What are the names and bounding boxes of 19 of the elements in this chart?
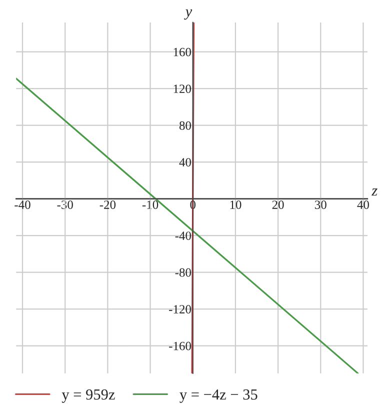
x-tick-label: -10 xyxy=(142,200,158,209)
y-tick-label: 40 xyxy=(179,158,192,167)
x-tick-label: -20 xyxy=(100,200,116,209)
y-axis-title: y xyxy=(184,9,192,20)
y-tick-label: 160 xyxy=(174,48,192,56)
legend-label: y = 959z xyxy=(62,389,115,403)
x-tick-label: 10 xyxy=(230,200,242,209)
y-tick-label: 80 xyxy=(179,121,192,130)
y-tick-label: 120 xyxy=(174,84,192,94)
x-tick-label: 20 xyxy=(272,200,284,209)
x-tick-label: -40 xyxy=(14,200,30,209)
y-tick-label: -120 xyxy=(169,305,192,314)
y-tick-label: -80 xyxy=(175,268,192,277)
legend-label: y = −4z − 35 xyxy=(180,389,258,403)
y-tick-label: -160 xyxy=(169,342,192,350)
x-tick-label: 40 xyxy=(357,200,369,209)
y-tick-label: -40 xyxy=(175,232,192,240)
x-tick-label: 30 xyxy=(314,200,326,209)
x-axis-title: z xyxy=(371,188,378,196)
